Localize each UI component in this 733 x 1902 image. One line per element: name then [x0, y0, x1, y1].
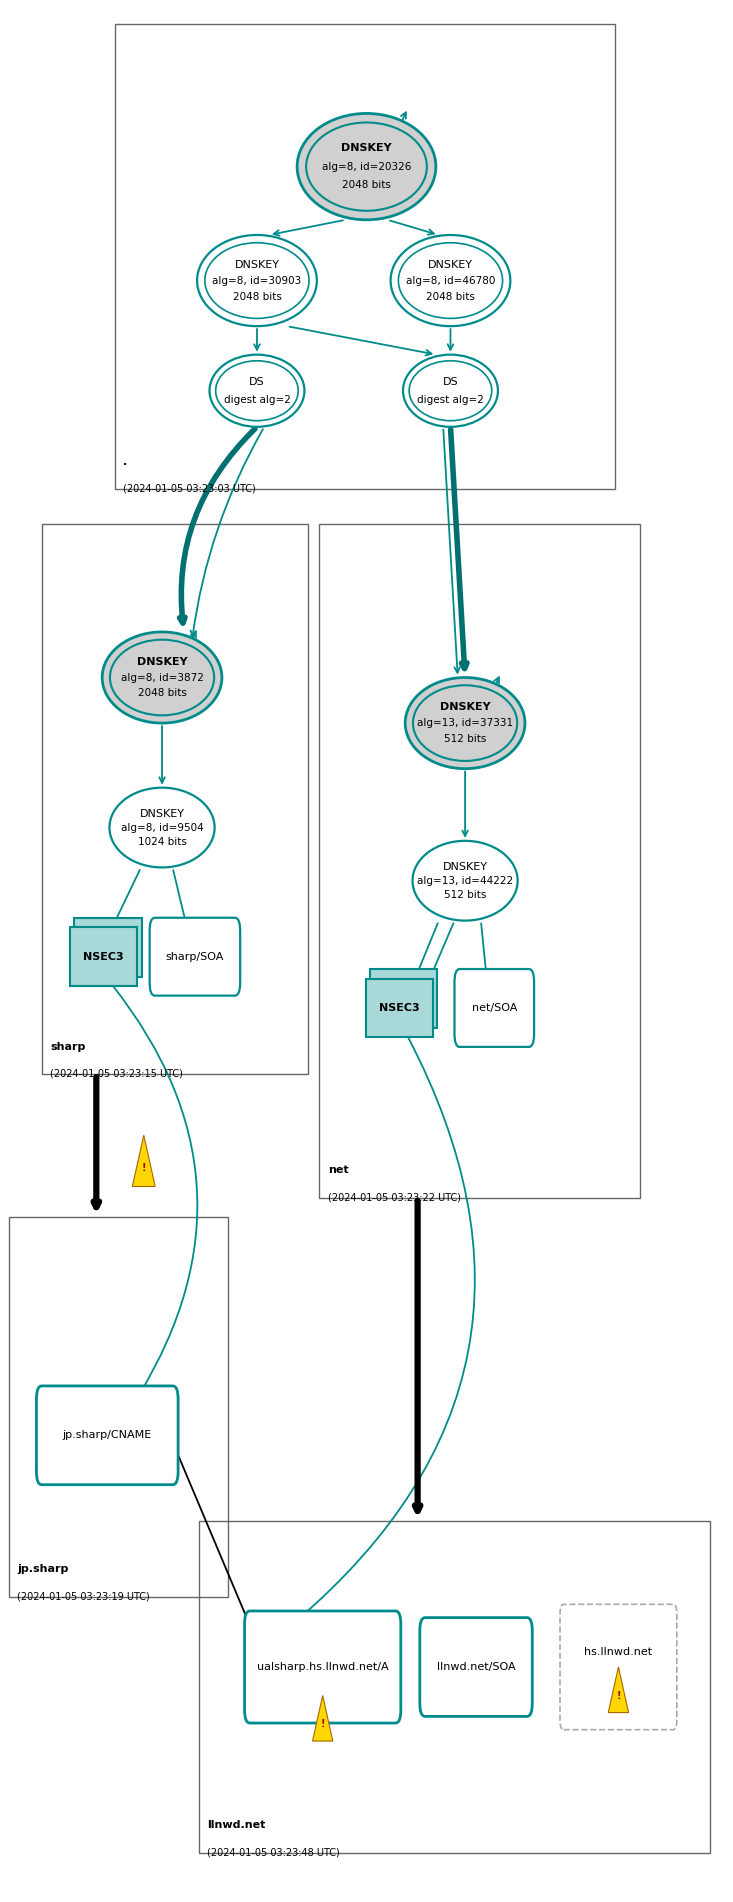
- Text: DS: DS: [249, 377, 265, 386]
- Ellipse shape: [391, 236, 510, 325]
- FancyBboxPatch shape: [245, 1611, 401, 1723]
- Text: 2048 bits: 2048 bits: [232, 291, 281, 302]
- Text: DNSKEY: DNSKEY: [440, 702, 490, 711]
- Text: sharp: sharp: [51, 1042, 86, 1052]
- FancyBboxPatch shape: [420, 1617, 532, 1716]
- Polygon shape: [133, 1135, 155, 1187]
- FancyBboxPatch shape: [370, 968, 438, 1027]
- Ellipse shape: [210, 354, 304, 426]
- Text: jp.sharp/CNAME: jp.sharp/CNAME: [62, 1430, 152, 1440]
- Text: .: .: [123, 456, 128, 466]
- Text: alg=8, id=46780: alg=8, id=46780: [406, 276, 496, 285]
- Bar: [9, 1217, 228, 1598]
- Ellipse shape: [403, 354, 498, 426]
- Ellipse shape: [413, 841, 517, 921]
- Text: !: !: [616, 1691, 621, 1700]
- Text: NSEC3: NSEC3: [379, 1002, 420, 1014]
- Bar: [319, 523, 641, 1198]
- Ellipse shape: [297, 114, 436, 221]
- Bar: [114, 25, 615, 489]
- FancyBboxPatch shape: [75, 919, 141, 976]
- Polygon shape: [608, 1666, 629, 1712]
- FancyBboxPatch shape: [366, 978, 433, 1037]
- Text: !: !: [141, 1162, 146, 1174]
- Text: 2048 bits: 2048 bits: [138, 689, 186, 698]
- Text: alg=8, id=3872: alg=8, id=3872: [121, 673, 204, 683]
- FancyBboxPatch shape: [37, 1387, 178, 1485]
- Text: DNSKEY: DNSKEY: [443, 862, 487, 871]
- Text: 1024 bits: 1024 bits: [138, 837, 186, 846]
- Text: 2048 bits: 2048 bits: [342, 181, 391, 190]
- Text: DNSKEY: DNSKEY: [428, 259, 473, 270]
- Text: hs.llnwd.net: hs.llnwd.net: [584, 1647, 652, 1657]
- Text: !: !: [320, 1719, 325, 1729]
- Text: DS: DS: [443, 377, 458, 386]
- Text: DNSKEY: DNSKEY: [341, 143, 392, 152]
- Text: ualsharp.hs.llnwd.net/A: ualsharp.hs.llnwd.net/A: [257, 1662, 388, 1672]
- Text: (2024-01-05 03:23:22 UTC): (2024-01-05 03:23:22 UTC): [328, 1193, 461, 1202]
- Text: DNSKEY: DNSKEY: [235, 259, 279, 270]
- Text: digest alg=2: digest alg=2: [224, 396, 290, 405]
- Text: llnwd.net: llnwd.net: [207, 1820, 265, 1830]
- Text: jp.sharp: jp.sharp: [18, 1563, 69, 1575]
- Ellipse shape: [197, 236, 317, 325]
- Text: net: net: [328, 1166, 348, 1175]
- Text: alg=8, id=30903: alg=8, id=30903: [213, 276, 301, 285]
- Text: alg=13, id=37331: alg=13, id=37331: [417, 719, 513, 728]
- Text: DNSKEY: DNSKEY: [137, 656, 188, 666]
- Text: net/SOA: net/SOA: [471, 1002, 517, 1014]
- Text: (2024-01-05 03:23:03 UTC): (2024-01-05 03:23:03 UTC): [123, 483, 256, 495]
- Text: 2048 bits: 2048 bits: [426, 291, 475, 302]
- FancyBboxPatch shape: [150, 919, 240, 995]
- Text: (2024-01-05 03:23:15 UTC): (2024-01-05 03:23:15 UTC): [51, 1069, 183, 1078]
- Text: (2024-01-05 03:23:19 UTC): (2024-01-05 03:23:19 UTC): [18, 1592, 150, 1601]
- Text: 512 bits: 512 bits: [444, 734, 486, 744]
- FancyBboxPatch shape: [560, 1603, 677, 1729]
- Bar: [199, 1522, 710, 1853]
- Text: alg=13, id=44222: alg=13, id=44222: [417, 875, 513, 886]
- Text: sharp/SOA: sharp/SOA: [166, 951, 224, 962]
- Bar: [42, 523, 308, 1075]
- Polygon shape: [312, 1695, 333, 1740]
- Ellipse shape: [102, 631, 222, 723]
- Text: alg=8, id=9504: alg=8, id=9504: [121, 822, 204, 833]
- Text: llnwd.net/SOA: llnwd.net/SOA: [437, 1662, 515, 1672]
- Text: DNSKEY: DNSKEY: [139, 808, 185, 818]
- FancyBboxPatch shape: [454, 968, 534, 1046]
- Text: NSEC3: NSEC3: [84, 951, 124, 962]
- Ellipse shape: [109, 787, 215, 867]
- Text: digest alg=2: digest alg=2: [417, 396, 484, 405]
- Ellipse shape: [405, 677, 525, 768]
- Text: alg=8, id=20326: alg=8, id=20326: [322, 162, 411, 171]
- Text: 512 bits: 512 bits: [444, 890, 486, 900]
- Text: (2024-01-05 03:23:48 UTC): (2024-01-05 03:23:48 UTC): [207, 1847, 340, 1858]
- FancyBboxPatch shape: [70, 928, 137, 985]
